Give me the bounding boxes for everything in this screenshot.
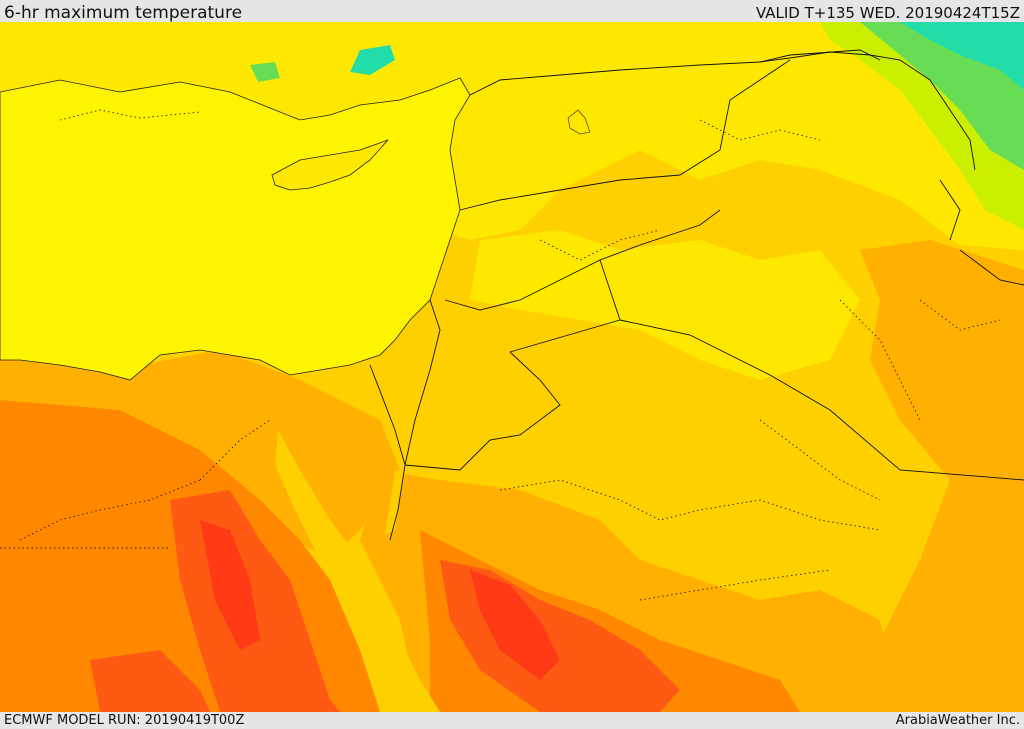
temp-zone-yellow	[0, 22, 1024, 250]
red-sea	[275, 430, 440, 712]
valid-time-label: VALID T+135 WED. 20190424T15Z	[755, 4, 1020, 22]
temp-zone-teal	[900, 22, 1024, 90]
temp-zone-red	[470, 570, 560, 680]
temp-zone-orange-light-east	[860, 240, 1024, 712]
model-run-label: ECMWF MODEL RUN: 20190419T00Z	[4, 713, 245, 728]
temp-zone-teal-3	[250, 62, 280, 82]
cyprus-island	[271, 139, 389, 191]
temp-zone-red-2	[200, 520, 260, 650]
temp-zone-yellow-2	[470, 230, 860, 380]
temperature-map	[0, 22, 1024, 712]
credit-label: ArabiaWeather Inc.	[895, 713, 1020, 728]
temp-zone-teal-2	[350, 45, 395, 75]
header-bar: 6-hr maximum temperature VALID T+135 WED…	[0, 0, 1024, 23]
footer-bar: ECMWF MODEL RUN: 20190419T00Z ArabiaWeat…	[0, 712, 1024, 729]
lake-urmia	[567, 109, 591, 135]
temp-zone-orange-dark-3	[90, 650, 210, 712]
map-title: 6-hr maximum temperature	[4, 3, 243, 23]
province-borders	[0, 109, 1001, 601]
gulf-of-aqaba	[385, 470, 405, 535]
country-borders	[369, 49, 1024, 541]
